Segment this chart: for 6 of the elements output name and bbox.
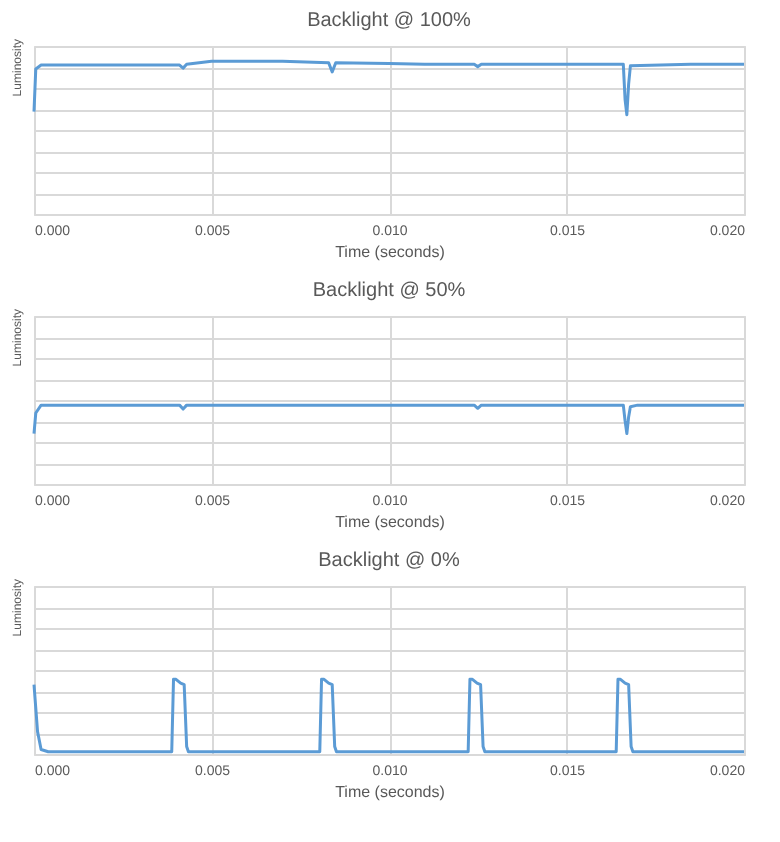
- chart-title: Backlight @ 100%: [307, 10, 472, 32]
- x-axis-title: Time (seconds): [335, 513, 446, 531]
- x-axis-title: Time (seconds): [335, 243, 446, 261]
- chart-title: Backlight @ 50%: [312, 280, 466, 302]
- x-axis-title: Time (seconds): [335, 783, 446, 801]
- chart-title: Backlight @ 0%: [318, 550, 460, 572]
